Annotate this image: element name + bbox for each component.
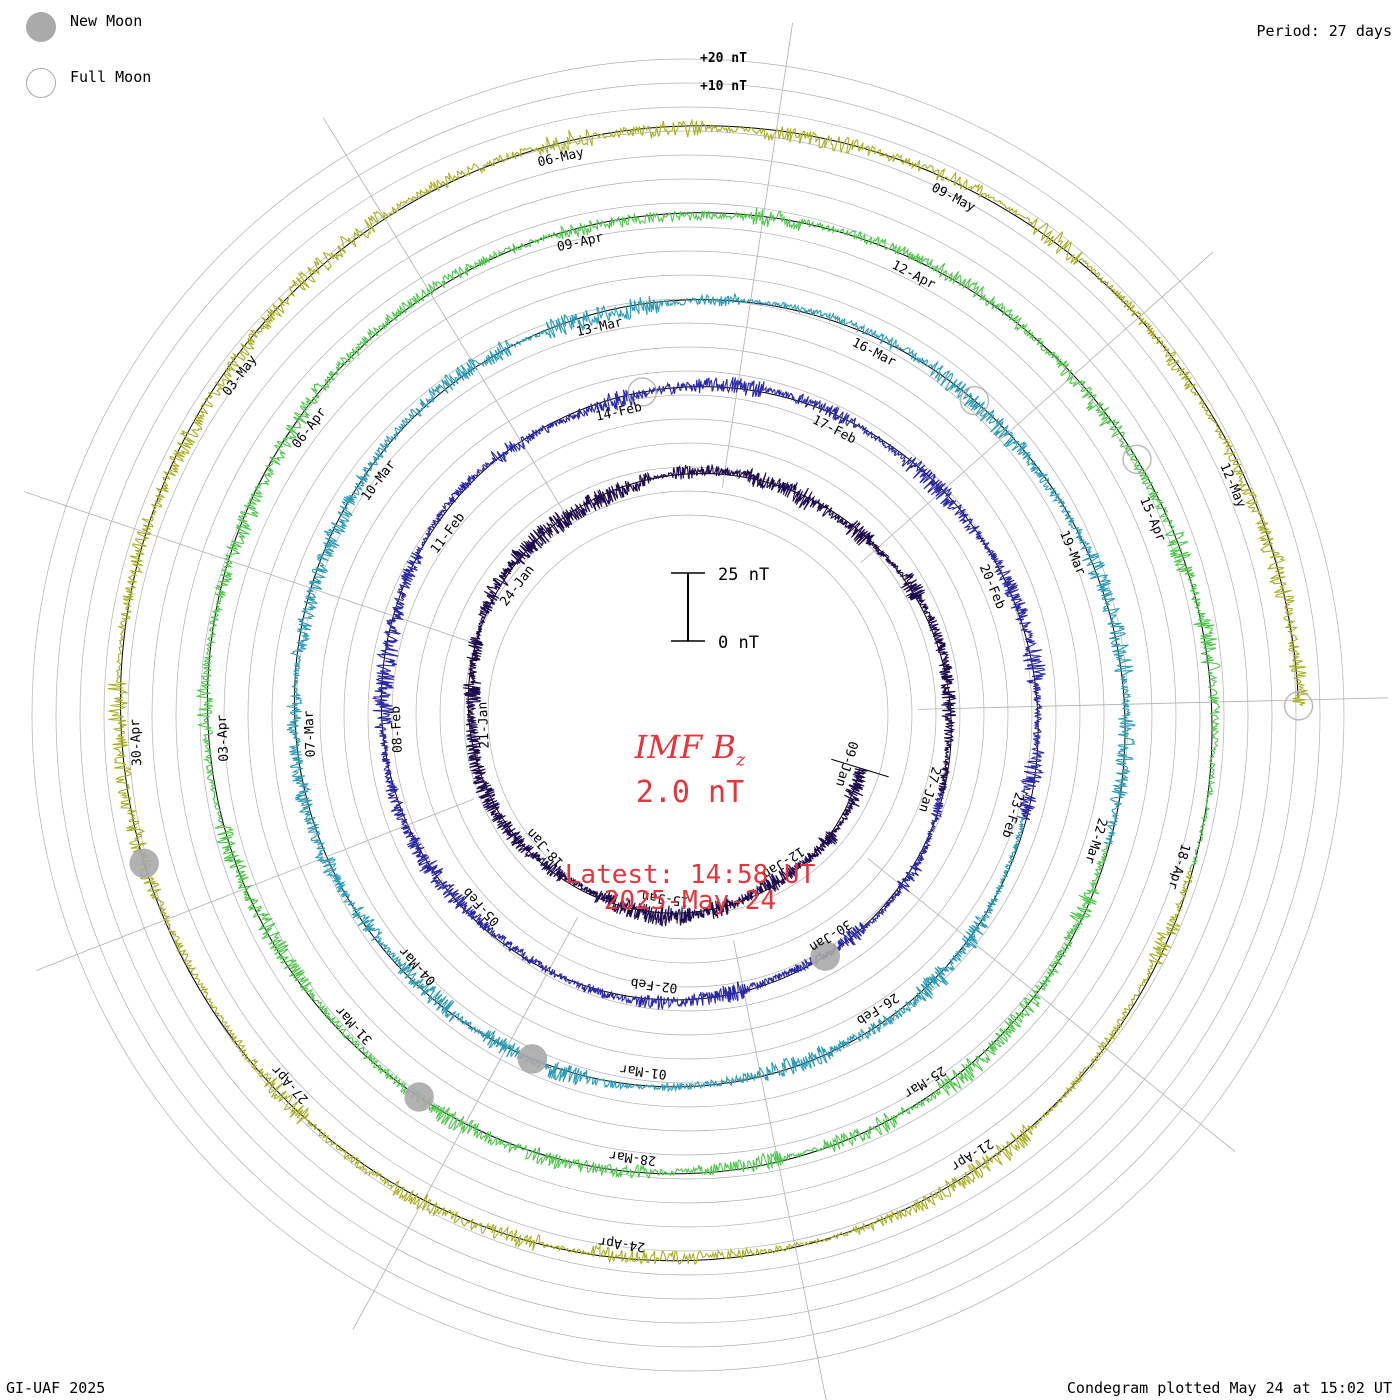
grid-ring (319, 346, 1057, 1084)
grid-ring (439, 466, 937, 964)
grid-spoke (721, 22, 794, 488)
date-tick-label: 02-Feb (630, 974, 679, 995)
scale-bar: 25 nT 0 nT (671, 565, 769, 653)
grid-ring (175, 202, 1201, 1228)
date-tick-label: 14-Feb (594, 400, 643, 425)
new-moon-marker (129, 848, 159, 879)
date-tick-label: 19-Mar (1056, 528, 1088, 577)
series-revolution-1 (463, 463, 958, 927)
grid-ring (343, 370, 1033, 1060)
plotted-timestamp: Condegram plotted May 24 at 15:02 UT (1066, 1379, 1392, 1397)
grid-spoke (917, 697, 1388, 710)
date-tick-label: 30-Apr (128, 718, 145, 766)
trace-layer (107, 118, 1309, 1265)
grid-spoke (24, 491, 471, 643)
full-moon-marker (959, 385, 990, 416)
date-tick-label: 03-Apr (215, 714, 232, 762)
grid-ring (103, 130, 1273, 1300)
grid-ring (463, 490, 913, 940)
date-tick-label: 28-Mar (608, 1147, 657, 1168)
moon-layer (129, 377, 1314, 1112)
chart-title-main: IMF B (634, 728, 736, 766)
chart-title-subscript: z (735, 749, 746, 771)
series-revolution-4 (195, 207, 1221, 1180)
latest-date: 2025-May-24 (603, 886, 777, 916)
date-tick-label: 07-Mar (302, 710, 319, 758)
grid-ring (391, 418, 985, 1012)
grid-ring (199, 226, 1177, 1204)
full-moon-marker (1283, 691, 1314, 721)
grid-ring (31, 58, 1345, 1372)
full-moon-marker (1122, 444, 1152, 475)
grid-spoke (867, 858, 1236, 1152)
full-moon-icon (26, 68, 56, 98)
latest-time: Latest: 14:58 UT (564, 860, 816, 890)
latest-value: 2.0 nT (635, 775, 745, 810)
series-revolution-3 (286, 292, 1136, 1093)
credit-label: GI-UAF 2025 (6, 1379, 106, 1397)
grid-ring (367, 394, 1009, 1036)
new-moon-label: New Moon (70, 12, 143, 30)
grid-spoke (322, 117, 569, 519)
grid-spoke (860, 251, 1214, 564)
grid-ring (55, 82, 1321, 1348)
new-moon-marker (517, 1044, 548, 1074)
date-tick-label: 31-Mar (333, 1002, 376, 1047)
new-moon-icon (26, 12, 56, 42)
new-moon-marker (404, 1082, 434, 1112)
series-revolution-5 (107, 118, 1309, 1265)
grid-ring (223, 250, 1153, 1180)
grid-ring (295, 322, 1081, 1108)
grid-spoke (36, 798, 475, 971)
scale-bar-bottom-label: 0 nT (718, 633, 759, 653)
date-tick-label: 21-Jan (475, 701, 492, 749)
grid-ring (415, 442, 961, 988)
scale-bar-top-label: 25 nT (718, 565, 769, 585)
date-tick-label: 20-Feb (976, 562, 1008, 611)
date-tick-label: 09-May (929, 180, 978, 215)
date-tick-label: 15-Jan (641, 888, 689, 909)
date-tick-label: 11-Feb (428, 510, 468, 557)
ring-scale-label-10: +10 nT (700, 79, 747, 94)
grid-ring (151, 178, 1225, 1252)
grid-spoke (352, 916, 579, 1330)
date-tick-label: 03-May (220, 352, 260, 399)
ring-scale-label-20: +20 nT (700, 51, 747, 66)
grid-ring (247, 274, 1129, 1156)
grid-spoke (733, 940, 827, 1400)
date-tick-label: 01-Mar (619, 1061, 668, 1082)
date-tick-label: 06-Apr (289, 405, 329, 452)
period-label: Period: 27 days (1256, 22, 1392, 40)
date-tick-label: 15-Apr (1136, 495, 1168, 544)
spoke-layer (24, 22, 1388, 1400)
full-moon-label: Full Moon (70, 68, 152, 86)
date-tick-label: 09-Apr (556, 230, 605, 255)
date-tick-label: 08-Feb (389, 705, 406, 753)
series-revolution-2 (371, 376, 1046, 1010)
date-tick-label: 26-Feb (853, 989, 901, 1027)
grid-ring (127, 154, 1249, 1276)
new-moon-marker (810, 941, 841, 971)
full-moon-marker (627, 377, 658, 407)
grid-ring (79, 106, 1297, 1324)
date-tick-label: 24-Apr (597, 1233, 646, 1254)
chart-title: IMF Bz (0, 728, 1390, 770)
